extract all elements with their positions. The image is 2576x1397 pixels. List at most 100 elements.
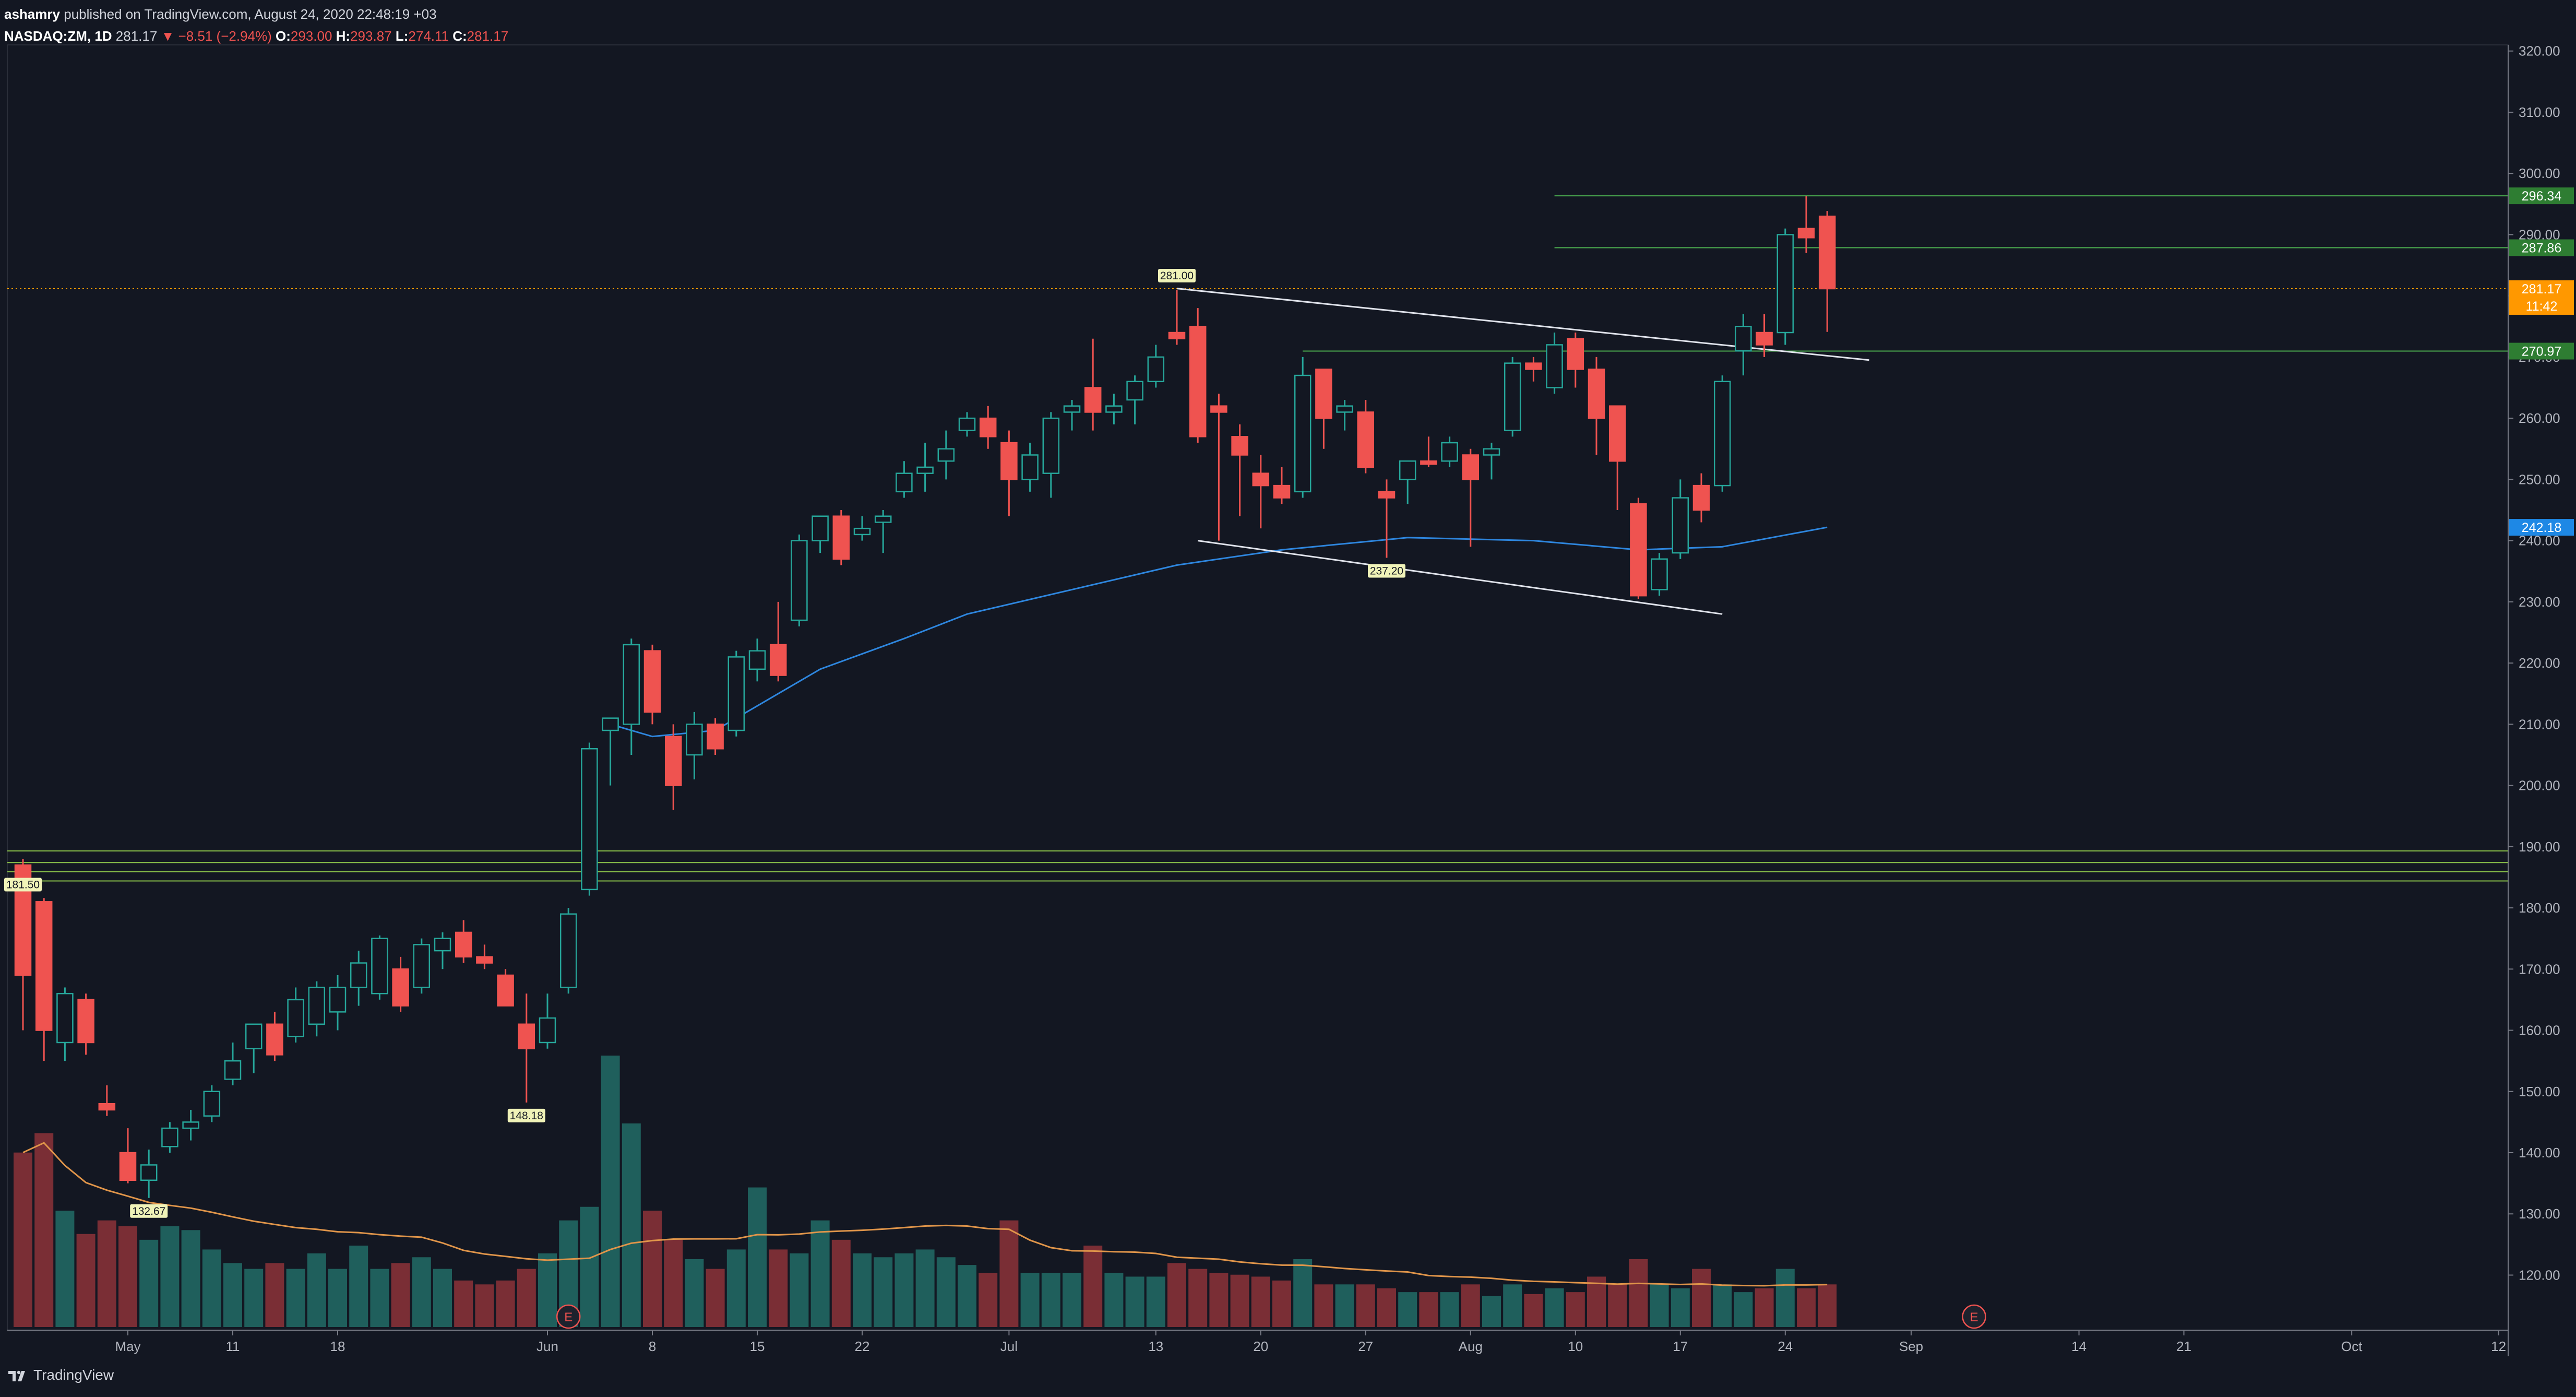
candle-body [35, 901, 53, 1031]
change-arrow-icon: ▼ [161, 28, 175, 44]
candle-body [98, 1103, 116, 1111]
time-tick-label: Jun [536, 1339, 558, 1354]
candle-body [958, 417, 976, 431]
time-tick-label: 8 [649, 1339, 656, 1354]
volume-bar [1293, 1259, 1313, 1327]
candle-body [1692, 484, 1710, 511]
candle-body [1504, 362, 1521, 431]
last-price-text: 281.17 [115, 28, 158, 44]
time-tick-label: Jul [1000, 1339, 1018, 1354]
volume-bar [1356, 1284, 1375, 1327]
time-tick-label: 10 [1568, 1339, 1583, 1354]
time-tick-label: May [115, 1339, 140, 1354]
candle-body [287, 999, 304, 1037]
volume-bar [454, 1280, 473, 1327]
candle-body [392, 968, 409, 1007]
candle-body [1105, 405, 1123, 413]
candle-body [812, 515, 829, 541]
countdown-label: 11:42 [2526, 299, 2558, 314]
price-annotation-box [1368, 564, 1405, 578]
candle-body [182, 1121, 199, 1129]
volume-bar [1188, 1269, 1208, 1327]
candle-body [769, 644, 787, 676]
volume-bar [412, 1257, 431, 1327]
candle-body [1042, 417, 1060, 474]
volume-bar [1314, 1284, 1333, 1327]
volume-bar [307, 1253, 326, 1327]
volume-bar [223, 1263, 242, 1327]
high-value: 293.87 [350, 28, 392, 44]
volume-bar [769, 1249, 788, 1327]
price-annotation-box [1158, 268, 1196, 282]
time-tick-label: 13 [1148, 1339, 1163, 1354]
price-annotation-box [507, 1108, 545, 1122]
volume-bar [643, 1211, 662, 1327]
earnings-marker-icon [1962, 1304, 1986, 1329]
symbol-line: NASDAQ:ZM, 1D 281.17 ▼ −8.51 (−2.94%) O:… [4, 25, 508, 47]
volume-bar [1671, 1288, 1690, 1327]
volume-bar [831, 1239, 851, 1327]
price-tick-label: 220.00 [2519, 655, 2560, 671]
price-tick-label: 230.00 [2519, 594, 2560, 610]
volume-bar [601, 1056, 620, 1327]
volume-bar [97, 1220, 116, 1327]
volume-bar [160, 1226, 180, 1327]
candle-body [853, 527, 871, 536]
time-tick-label: Aug [1459, 1339, 1483, 1354]
candle-body [1776, 234, 1794, 334]
volume-bar [433, 1269, 452, 1327]
volume-bar [874, 1257, 893, 1327]
volume-bar [202, 1249, 221, 1327]
time-tick-label: 24 [1778, 1339, 1793, 1354]
open-label: O: [276, 28, 291, 44]
symbol-name[interactable]: NASDAQ:ZM, 1D [4, 28, 112, 44]
candle-body [1735, 326, 1752, 352]
price-tick-label: 150.00 [2519, 1084, 2560, 1099]
candle-body [539, 1017, 556, 1044]
volume-bar [1146, 1276, 1165, 1327]
last-price-tag-label: 281.17 [2522, 282, 2561, 297]
volume-bar [76, 1234, 96, 1327]
tradingview-brand[interactable]: TradingView [6, 1367, 114, 1383]
volume-bar [1230, 1274, 1249, 1327]
ma-price-tag-label: 242.18 [2522, 520, 2561, 535]
candle-body [1231, 436, 1248, 456]
volume-bar [1063, 1273, 1081, 1327]
volume-bar [790, 1253, 809, 1327]
volume-bar [1587, 1276, 1606, 1327]
price-annotation-label: 237.20 [1370, 565, 1403, 577]
candle-body [1147, 356, 1165, 383]
candle-body [371, 938, 388, 995]
volume-bar [1020, 1273, 1040, 1327]
volume-bar [853, 1253, 872, 1327]
volume-bar [1482, 1296, 1501, 1327]
price-tick-label: 160.00 [2519, 1023, 2560, 1038]
candle-body [1567, 338, 1584, 370]
volume-bar [1272, 1280, 1291, 1327]
volume-bar [1251, 1276, 1270, 1327]
volume-bar [1335, 1284, 1354, 1327]
candle-body [1126, 381, 1143, 401]
time-tick-label: 20 [1253, 1339, 1268, 1354]
candle-body [1378, 491, 1396, 499]
close-value: 281.17 [467, 28, 509, 44]
volume-bar [999, 1220, 1019, 1327]
volume-bar [685, 1259, 704, 1327]
publisher-user[interactable]: ashamry [4, 6, 60, 22]
volume-bar [1629, 1259, 1648, 1327]
volume-bar [1818, 1284, 1837, 1327]
volume-bar [1734, 1292, 1753, 1327]
volume-bar [34, 1133, 54, 1327]
level-price-tag [2509, 239, 2574, 256]
volume-bar [1713, 1284, 1732, 1327]
volume-bar [1650, 1284, 1669, 1327]
publisher-line: ashamry published on TradingView.com, Au… [4, 3, 508, 25]
volume-bar [1775, 1269, 1795, 1327]
chart-header: ashamry published on TradingView.com, Au… [4, 3, 508, 47]
volume-bar [622, 1123, 641, 1327]
candle-body [1021, 454, 1039, 480]
volume-bar [496, 1280, 515, 1327]
time-tick-label: 12 [2491, 1339, 2506, 1354]
candle-body [748, 650, 766, 670]
